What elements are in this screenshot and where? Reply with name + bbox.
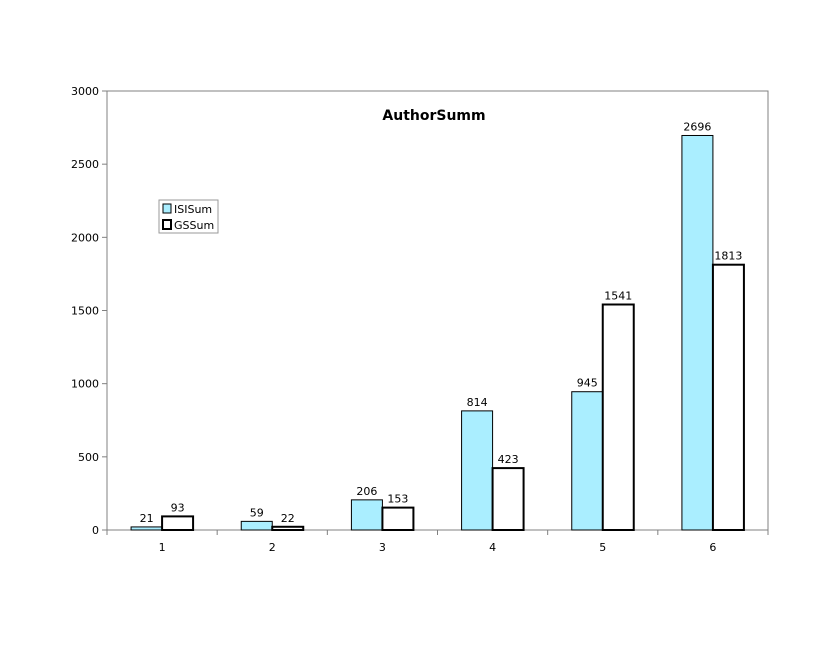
data-label-gssum-3: 153 xyxy=(387,493,408,506)
bar-isisum-6 xyxy=(681,134,714,531)
y-axis: 0 500 1000 1500 2000 2500 3000 xyxy=(71,85,107,537)
data-label-gssum-5: 1541 xyxy=(604,290,632,303)
y-tick-label: 1500 xyxy=(71,305,99,318)
data-label-isisum-3: 206 xyxy=(356,485,377,498)
bar-gssum-1 xyxy=(161,515,195,531)
bar-isisum-4 xyxy=(461,410,494,531)
bar-gssum-5 xyxy=(601,303,635,531)
legend-swatch-isisum xyxy=(162,203,172,214)
legend-label-gssum: GSSum xyxy=(174,219,214,232)
y-tick-label: 2500 xyxy=(71,158,99,171)
y-tick-label: 3000 xyxy=(71,85,99,98)
chart-title: AuthorSumm xyxy=(382,108,485,124)
data-label-gssum-1: 93 xyxy=(171,501,185,514)
bar-gssum-4 xyxy=(491,467,525,532)
data-label-isisum-4: 814 xyxy=(467,396,488,409)
bar-gssum-2 xyxy=(271,525,305,531)
data-label-isisum-5: 945 xyxy=(577,377,598,390)
bar-isisum-1 xyxy=(130,526,163,531)
bars xyxy=(130,134,745,532)
data-label-isisum-2: 59 xyxy=(250,506,264,519)
data-label-gssum-6: 1813 xyxy=(714,250,742,263)
legend-swatch-gssum xyxy=(162,219,172,230)
bar-isisum-3 xyxy=(350,499,383,531)
x-tick-label: 5 xyxy=(599,541,606,554)
x-tick-label: 2 xyxy=(269,541,276,554)
x-tick-label: 6 xyxy=(709,541,716,554)
data-label-gssum-2: 22 xyxy=(281,512,295,525)
x-axis: 1 2 3 4 5 6 xyxy=(106,530,769,554)
legend: ISISum GSSum xyxy=(158,199,219,234)
bar-isisum-2 xyxy=(240,520,273,531)
data-labels: 21 93 59 22 206 153 814 423 945 1541 2696 1813 xyxy=(140,120,743,524)
bar-gssum-3 xyxy=(381,506,415,531)
y-tick-label: 1000 xyxy=(71,378,99,391)
bar-isisum-5 xyxy=(571,391,604,531)
x-tick-label: 1 xyxy=(159,541,166,554)
data-label-gssum-4: 423 xyxy=(498,453,519,466)
x-tick-label: 4 xyxy=(489,541,496,554)
data-label-isisum-6: 2696 xyxy=(683,120,711,133)
data-label-isisum-1: 21 xyxy=(140,512,154,525)
y-tick-label: 500 xyxy=(78,451,99,464)
y-tick-label: 2000 xyxy=(71,231,99,244)
x-tick-label: 3 xyxy=(379,541,386,554)
y-tick-label: 0 xyxy=(92,524,99,537)
legend-label-isisum: ISISum xyxy=(174,203,212,216)
plot-area xyxy=(106,90,769,531)
bar-gssum-6 xyxy=(711,263,745,531)
